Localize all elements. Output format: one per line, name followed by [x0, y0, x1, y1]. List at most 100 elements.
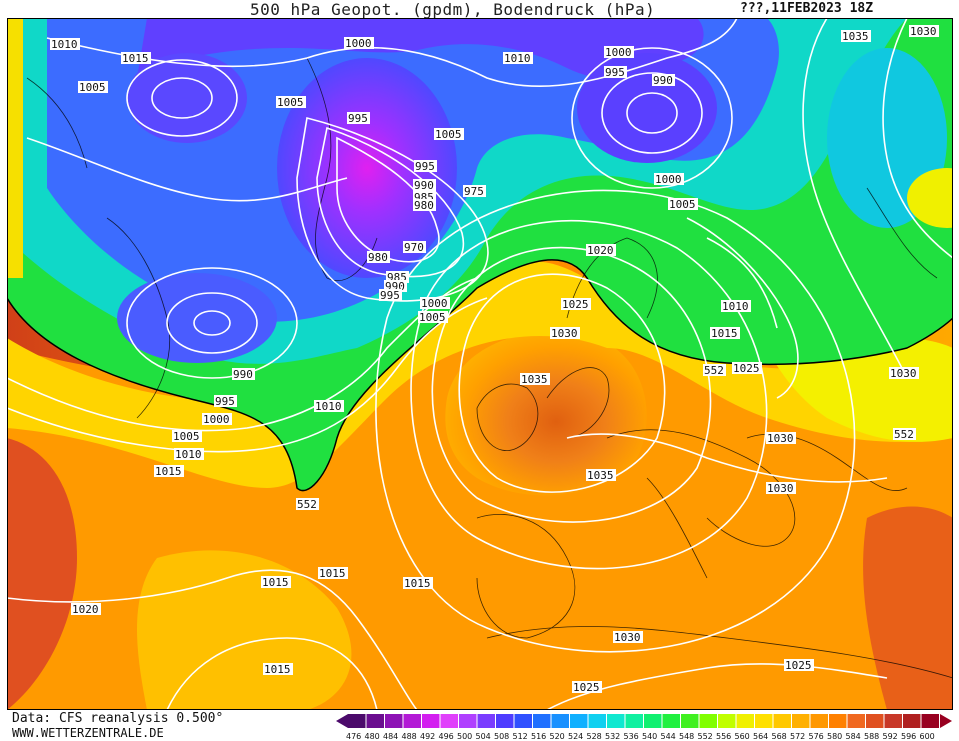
- isobar-label-bg: [172, 430, 202, 442]
- scale-swatch: [459, 714, 477, 728]
- isobar-label: 552: [704, 364, 724, 377]
- scale-value-label: 556: [716, 732, 731, 741]
- scale-swatch: [477, 714, 495, 728]
- scale-value-label: 532: [605, 732, 620, 741]
- isobar-label-bg: [296, 498, 319, 510]
- isobar-label-bg: [261, 576, 291, 588]
- isobar-label-bg: [784, 659, 814, 671]
- scale-value-label: 488: [402, 732, 417, 741]
- isobar-label: 552: [297, 498, 317, 511]
- scale-swatch: [644, 714, 662, 728]
- scale-swatch: [385, 714, 403, 728]
- scale-value-label: 496: [439, 732, 454, 741]
- scale-value-label: 528: [587, 732, 602, 741]
- isobar-label-bg: [841, 30, 871, 42]
- scale-value-label: 568: [772, 732, 787, 741]
- isobar-label-bg: [550, 327, 580, 339]
- isobar-label-bg: [586, 469, 616, 481]
- isobar-label-bg: [668, 198, 698, 210]
- isobar-label: 1000: [421, 297, 448, 310]
- isobar-label-bg: [154, 465, 184, 477]
- weather-map: 1010 1015 1005 1000 1005 995 1010 1000 995 990 100…: [6, 17, 959, 711]
- scale-swatch: [718, 714, 736, 728]
- scale-value-label: 504: [476, 732, 491, 741]
- scale-value-label: 552: [698, 732, 713, 741]
- data-source-text: Data: CFS reanalysis 0.500°: [12, 711, 224, 726]
- scale-value-label: 508: [494, 732, 509, 741]
- isobar-label-bg: [766, 482, 796, 494]
- isobar-label: 990: [233, 368, 253, 381]
- scale-swatch: [440, 714, 458, 728]
- isobar-label: 1015: [122, 52, 149, 65]
- isobar-label: 1005: [435, 128, 462, 141]
- isobar-label: 1015: [155, 465, 182, 478]
- isobar-label: 1005: [277, 96, 304, 109]
- isobar-label: 970: [404, 241, 424, 254]
- scale-value-label: 512: [513, 732, 528, 741]
- isobar-label: 1020: [72, 603, 99, 616]
- isobar-label: 1025: [733, 362, 760, 375]
- yellow-band: [7, 261, 953, 488]
- scale-swatch: [348, 714, 366, 728]
- isobar-label-bg: [413, 199, 436, 211]
- cold-field-violet: [137, 18, 704, 79]
- isobar-label-bg: [613, 631, 643, 643]
- isobar-label-bg: [413, 179, 436, 191]
- scale-swatch: [662, 714, 680, 728]
- isobar-label: 1015: [319, 567, 346, 580]
- isobar-label: 995: [415, 160, 435, 173]
- isobar-label-bg: [710, 327, 740, 339]
- scale-value-label: 560: [735, 732, 750, 741]
- isobar-label: 1015: [711, 327, 738, 340]
- isobar-label: 1020: [587, 244, 614, 257]
- isobar-label-bg: [418, 311, 448, 323]
- labrador-low: [117, 273, 277, 363]
- isobar-label-bg: [463, 185, 486, 197]
- isobar-label: 1035: [521, 373, 548, 386]
- isobar-label-bg: [403, 241, 426, 253]
- isobar-label: 990: [653, 74, 673, 87]
- contour-552: [6, 259, 954, 492]
- baffin-low: [127, 53, 247, 143]
- isobar-label-bg: [78, 81, 108, 93]
- scale-swatch: [533, 714, 551, 728]
- scale-arrow-right: [940, 714, 952, 728]
- isobar-label-bg: [174, 448, 204, 460]
- southwest-yellow: [137, 550, 352, 710]
- color-scale-labels: 476 480 484 488 492 496 500 504 508 512 516 520 524 5…: [346, 732, 935, 741]
- isobar-label-bg: [379, 289, 402, 301]
- map-frame: [7, 18, 953, 710]
- isobar-label-bg: [314, 400, 344, 412]
- website-text: WWW.WETTERZENTRALE.DE: [12, 726, 164, 740]
- isobar-label: 1030: [767, 432, 794, 445]
- scale-value-label: 480: [365, 732, 380, 741]
- scale-swatch: [625, 714, 643, 728]
- color-scale-swatches: [336, 714, 952, 728]
- isobar-label: 552: [894, 428, 914, 441]
- isobar-label-bg: [889, 367, 919, 379]
- scale-swatch: [403, 714, 421, 728]
- scale-value-label: 580: [827, 732, 842, 741]
- isobar-label-bg: [71, 603, 101, 615]
- isobar-label: 1005: [173, 430, 200, 443]
- scale-swatch: [736, 714, 754, 728]
- isobar-label: 1010: [504, 52, 531, 65]
- isobar-label: 1025: [573, 681, 600, 694]
- run-timestamp: ???,11FEB2023 18Z: [740, 1, 874, 16]
- scale-value-label: 520: [550, 732, 565, 741]
- chart-title: 500 hPa Geopot. (gpdm), Bodendruck (hPa): [250, 0, 656, 19]
- isobar-label-bg: [703, 364, 726, 376]
- isobar-label: 975: [464, 185, 484, 198]
- isobar-label-bg: [232, 368, 255, 380]
- isobar-label: 1000: [655, 173, 682, 186]
- scale-swatch: [884, 714, 902, 728]
- scale-swatch: [570, 714, 588, 728]
- isobar-label-bg: [121, 52, 151, 64]
- scale-swatch: [903, 714, 921, 728]
- isobar-label-bg: [572, 681, 602, 693]
- scale-value-label: 500: [457, 732, 472, 741]
- scale-swatch: [588, 714, 606, 728]
- greenland-low: [277, 58, 457, 278]
- norwegian-sea-low: [577, 53, 717, 163]
- isobar-label: 1030: [614, 631, 641, 644]
